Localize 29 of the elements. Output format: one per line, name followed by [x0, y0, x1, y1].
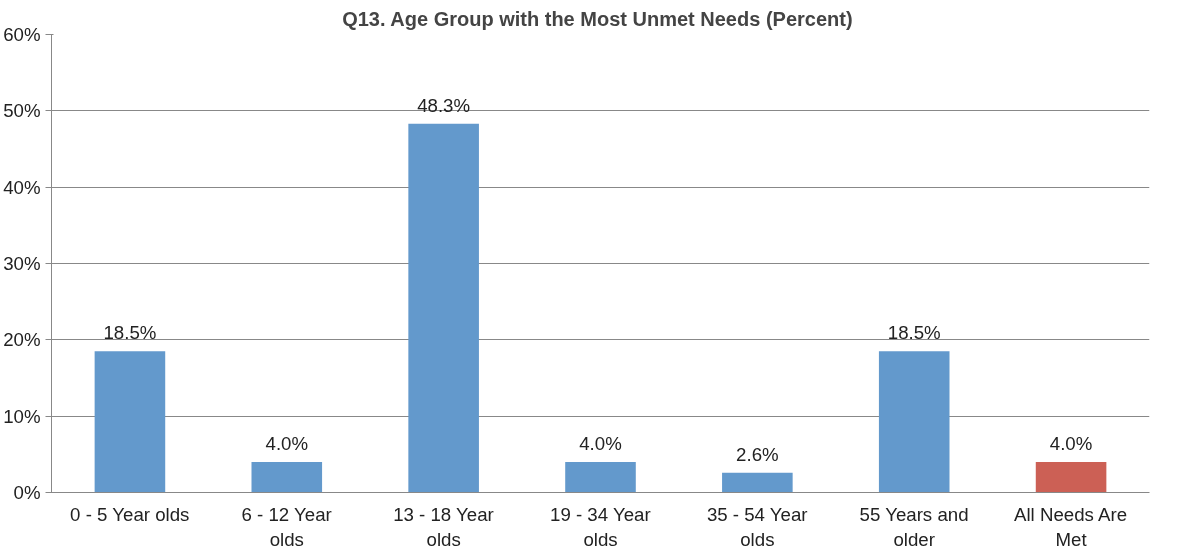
bar — [1035, 461, 1107, 493]
x-tick-label: 0 - 5 Year olds — [70, 503, 190, 525]
bar — [94, 351, 166, 493]
y-tick-label: 40% — [3, 176, 41, 198]
y-tick-label: 10% — [3, 405, 41, 427]
y-tick-label: 20% — [3, 329, 41, 351]
data-label: 4.0% — [579, 432, 622, 454]
y-tick-label: 50% — [3, 100, 41, 122]
bar — [251, 461, 323, 493]
x-tick-label: All Needs Are Met — [1014, 503, 1128, 550]
y-tick-label: 30% — [3, 253, 41, 274]
data-label: 48.3% — [417, 94, 471, 116]
y-tick-label: 0% — [13, 482, 41, 503]
x-tick-label: 13 - 18 Year olds — [393, 503, 494, 550]
data-label: 2.6% — [736, 443, 779, 465]
bar — [722, 472, 793, 493]
bar — [878, 351, 950, 493]
data-label: 4.0% — [1049, 432, 1093, 454]
y-tick-label: 60% — [3, 24, 41, 45]
chart-title: Q13. Age Group with the Most Unmet Needs (Percent) — [342, 7, 853, 30]
data-label: 18.5% — [887, 322, 941, 344]
x-tick-label: 6 - 12 Year olds — [241, 503, 332, 550]
bar — [408, 123, 479, 493]
data-label: 18.5% — [103, 322, 157, 344]
x-tick-label: 35 - 54 Year olds — [706, 503, 808, 550]
data-label: 4.0% — [265, 432, 309, 454]
x-tick-label: 19 - 34 Year olds — [550, 503, 651, 550]
bar — [565, 461, 636, 493]
x-tick-label: 55 Years and older — [859, 503, 969, 550]
